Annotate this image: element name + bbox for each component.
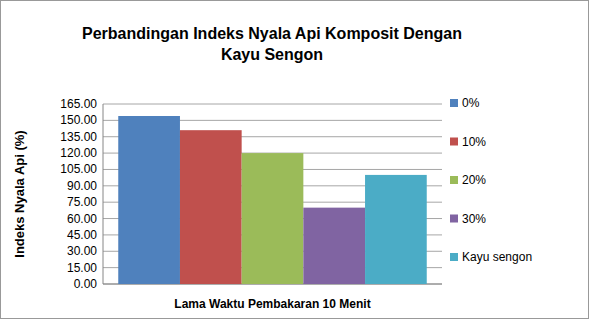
- y-tick-label: 165.00: [60, 97, 97, 111]
- legend-label: Kayu sengon: [462, 250, 532, 264]
- legend-label: 20%: [462, 173, 486, 187]
- legend-swatch: [450, 215, 458, 223]
- legend: 0% 10% 20% 30% Kayu sengon: [450, 96, 532, 264]
- grid-line: [103, 104, 442, 105]
- title-line: Kayu Sengon: [221, 46, 323, 63]
- y-tick-label: 15.00: [67, 261, 97, 275]
- y-tick-label: 60.00: [67, 212, 97, 226]
- y-axis-label: Indeks Nyala Api (%): [12, 130, 27, 257]
- bar: [303, 208, 365, 284]
- y-tick-label: 120.00: [60, 146, 97, 160]
- y-tick-label: 105.00: [60, 162, 97, 176]
- y-tick-label: 75.00: [67, 195, 97, 209]
- grid: [103, 104, 442, 284]
- title-line: Perbandingan Indeks Nyala Api Komposit D…: [82, 25, 462, 42]
- y-tick-label: 45.00: [67, 228, 97, 242]
- y-tick-label: 135.00: [60, 130, 97, 144]
- bar: [180, 130, 242, 284]
- title: Perbandingan Indeks Nyala Api Komposit D…: [82, 25, 462, 63]
- legend-label: 30%: [462, 212, 486, 226]
- bars: [118, 116, 426, 284]
- legend-label: 0%: [462, 96, 480, 110]
- y-axis: [103, 104, 104, 284]
- bar: [242, 153, 304, 284]
- y-tick-label: 90.00: [67, 179, 97, 193]
- bar: [365, 175, 427, 284]
- y-tick-label: 150.00: [60, 113, 97, 127]
- legend-swatch: [450, 176, 458, 184]
- y-tick-label: 30.00: [67, 244, 97, 258]
- chart-frame: [1, 1, 589, 319]
- legend-swatch: [450, 138, 458, 146]
- bar: [118, 116, 180, 284]
- legend-swatch: [450, 99, 458, 107]
- legend-swatch: [450, 253, 458, 261]
- x-tick-label: Lama Waktu Pembakaran 10 Menit: [174, 297, 370, 311]
- y-tick-label: 0.00: [74, 277, 98, 291]
- legend-label: 10%: [462, 135, 486, 149]
